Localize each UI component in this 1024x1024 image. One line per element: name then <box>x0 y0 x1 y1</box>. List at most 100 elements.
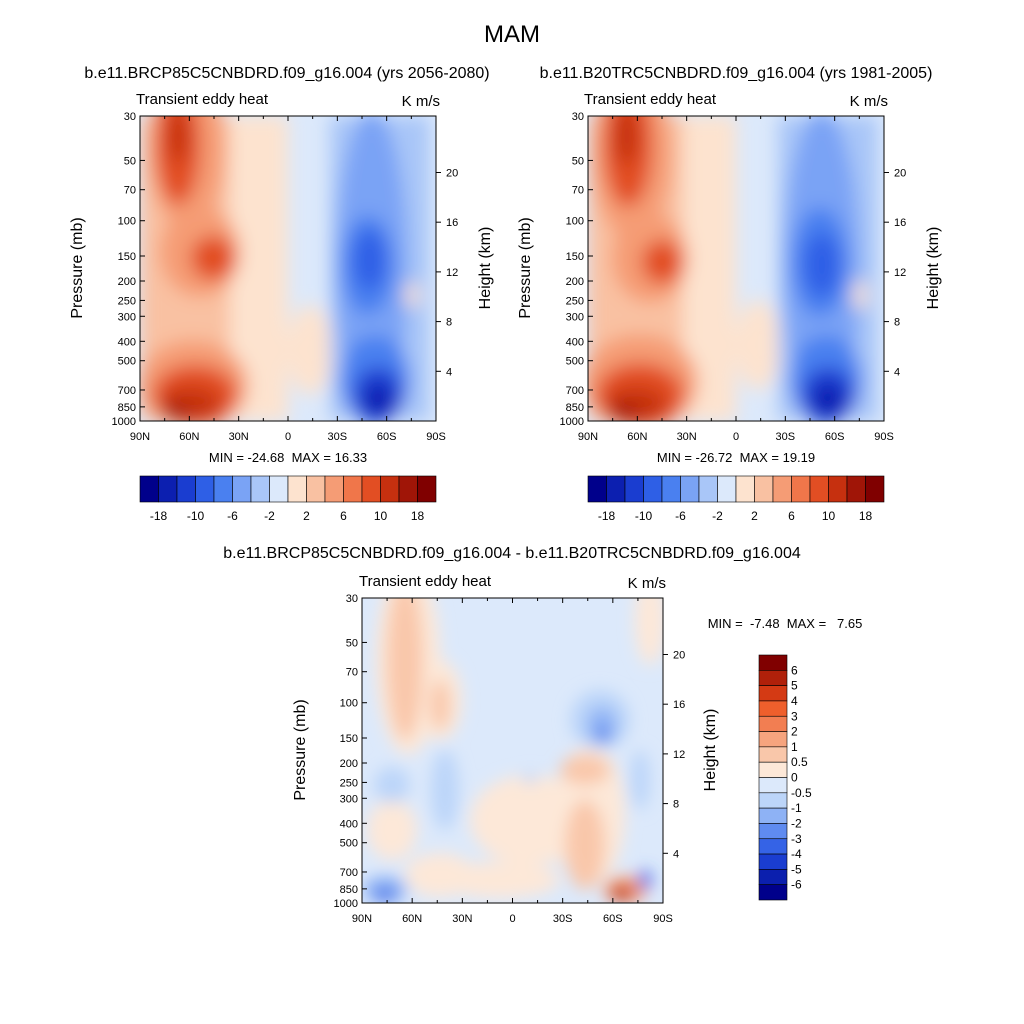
panel-variable-label: Transient eddy heat <box>136 91 269 108</box>
pressure-tick-label: 300 <box>340 793 358 805</box>
pressure-tick-label: 700 <box>340 867 358 879</box>
colorbar-label: 1 <box>791 740 798 754</box>
min-max-readout: MIN = -24.68 MAX = 16.33 <box>209 450 367 465</box>
colorbar-label: 6 <box>340 509 347 523</box>
pressure-tick-label: 300 <box>566 311 584 323</box>
colorbar-label: 5 <box>791 679 798 693</box>
colorbar-swatch <box>754 475 774 503</box>
y-axis-right-label: Height (km) <box>477 227 494 310</box>
colorbar-swatch <box>324 475 344 503</box>
height-tick-label: 16 <box>446 217 458 229</box>
colorbar-swatch <box>158 475 178 503</box>
pressure-tick-label: 150 <box>118 251 136 263</box>
colorbar-label: 4 <box>791 694 798 708</box>
colorbar-label: -1 <box>791 801 802 815</box>
pressure-tick-label: 100 <box>566 216 584 228</box>
pressure-ticks: 30 50 70 100 150 200 250 300 400 500 700 850 1000 <box>560 111 593 428</box>
pressure-tick-label: 850 <box>566 402 584 414</box>
colorbar-swatch <box>758 853 788 870</box>
colorbar-swatch <box>758 685 788 702</box>
colorbar-swatch <box>758 777 788 794</box>
height-ticks: 4 8 12 16 20 <box>884 167 906 378</box>
y-axis-right-label: Height (km) <box>702 709 719 792</box>
height-ticks: 4 8 12 16 20 <box>663 649 685 860</box>
colorbar-label: -10 <box>635 509 653 523</box>
pressure-tick-label: 100 <box>118 216 136 228</box>
colorbar-swatch <box>758 807 788 824</box>
min-max-readout: MIN = -7.48 MAX = 7.65 <box>708 616 863 631</box>
x-ticks: 90N 60N 30N 0 30S 60S 90S <box>352 598 673 925</box>
colorbar-swatch <box>176 475 196 503</box>
x-tick-label: 60S <box>377 431 397 443</box>
pressure-tick-label: 400 <box>566 336 584 348</box>
x-tick-label: 30N <box>229 431 249 443</box>
x-tick-label: 90N <box>578 431 598 443</box>
x-ticks: 90N 60N 30N 0 30S 60S 90S <box>130 116 446 443</box>
pressure-tick-label: 400 <box>118 336 136 348</box>
colorbar-label: -6 <box>675 509 686 523</box>
panel-case-title: b.e11.BRCP85C5CNBDRD.f09_g16.004 - b.e11… <box>223 545 801 562</box>
colorbar-swatch <box>213 475 233 503</box>
colorbar-label: -3 <box>791 832 802 846</box>
pressure-tick-label: 1000 <box>112 416 136 428</box>
colorbar-label: 18 <box>859 509 873 523</box>
x-tick-label: 60N <box>402 913 422 925</box>
colorbar-swatch <box>343 475 363 503</box>
panel-variable-label: Transient eddy heat <box>584 91 717 108</box>
colorbar-label: -18 <box>150 509 168 523</box>
height-tick-label: 4 <box>894 366 900 378</box>
colorbar-label: 2 <box>791 725 798 739</box>
panel-units: K m/s <box>402 93 440 110</box>
colorbar-label: 0.5 <box>791 755 808 769</box>
colorbar-swatch <box>846 475 866 503</box>
pressure-tick-label: 30 <box>346 593 358 605</box>
colorbar-label: -0.5 <box>791 786 812 800</box>
x-tick-label: 60S <box>825 431 845 443</box>
pressure-tick-label: 300 <box>118 311 136 323</box>
pressure-tick-label: 200 <box>566 276 584 288</box>
pressure-tick-label: 500 <box>118 356 136 368</box>
pressure-tick-label: 250 <box>566 295 584 307</box>
colorbar-swatch <box>380 475 400 503</box>
colorbar-swatch <box>758 746 788 763</box>
height-tick-label: 12 <box>673 749 685 761</box>
height-tick-label: 16 <box>894 217 906 229</box>
colorbar-label: 0 <box>791 771 798 785</box>
panel-units: K m/s <box>850 93 888 110</box>
colorbar-swatch <box>661 475 681 503</box>
height-tick-label: 12 <box>894 267 906 279</box>
colorbar-label: 6 <box>788 509 795 523</box>
height-tick-label: 16 <box>673 699 685 711</box>
x-tick-label: 60N <box>627 431 647 443</box>
height-tick-label: 8 <box>673 799 679 811</box>
pressure-tick-label: 50 <box>346 637 358 649</box>
y-axis-label: Pressure (mb) <box>517 217 534 318</box>
colorbar-label: 10 <box>822 509 836 523</box>
x-tick-label: 30S <box>776 431 796 443</box>
colorbar-label: 3 <box>791 709 798 723</box>
colorbar-label: -18 <box>598 509 616 523</box>
pressure-tick-label: 50 <box>572 155 584 167</box>
colorbar: 6 543 210.5 0-0.5-1-2 -3-4-5 -6 <box>758 654 812 901</box>
y-axis-label: Pressure (mb) <box>69 217 86 318</box>
colorbar-label: 6 <box>791 663 798 677</box>
x-tick-label: 30N <box>452 913 472 925</box>
x-tick-label: 0 <box>733 431 739 443</box>
panel-case-title: b.e11.B20TRC5CNBDRD.f09_g16.004 (yrs 198… <box>540 65 933 82</box>
x-tick-label: 90N <box>352 913 372 925</box>
height-tick-label: 20 <box>894 167 906 179</box>
colorbar-swatch <box>250 475 270 503</box>
colorbar-label: -2 <box>791 816 802 830</box>
colorbar-label: 18 <box>411 509 425 523</box>
pressure-tick-label: 850 <box>340 884 358 896</box>
pressure-tick-label: 250 <box>340 777 358 789</box>
pressure-tick-label: 30 <box>572 111 584 123</box>
colorbar-swatch <box>828 475 848 503</box>
colorbar-swatch <box>139 475 159 503</box>
colorbar-swatch <box>195 475 215 503</box>
x-tick-label: 30S <box>553 913 573 925</box>
pressure-tick-label: 70 <box>124 185 136 197</box>
height-tick-label: 20 <box>673 649 685 661</box>
colorbar-label: -5 <box>791 862 802 876</box>
